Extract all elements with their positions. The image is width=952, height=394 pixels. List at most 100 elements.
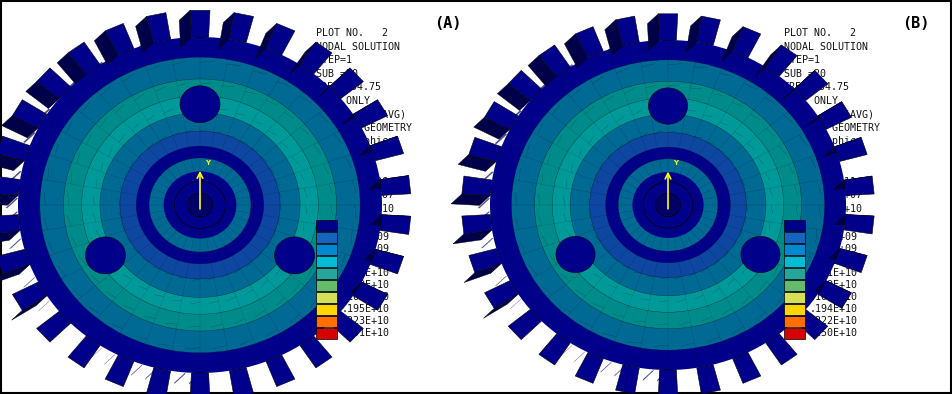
Polygon shape: [489, 146, 502, 156]
Polygon shape: [658, 14, 678, 40]
Polygon shape: [79, 69, 90, 81]
Polygon shape: [160, 37, 170, 49]
Polygon shape: [380, 215, 410, 234]
Text: STEP=1: STEP=1: [316, 55, 352, 65]
Polygon shape: [733, 27, 761, 58]
Bar: [316, 268, 337, 279]
Text: PLOT NO.   2: PLOT NO. 2: [784, 28, 856, 38]
Polygon shape: [835, 214, 874, 226]
Ellipse shape: [180, 86, 220, 123]
Polygon shape: [485, 158, 497, 169]
Bar: [784, 280, 805, 290]
Polygon shape: [147, 13, 170, 43]
Polygon shape: [38, 301, 50, 311]
Polygon shape: [370, 136, 404, 161]
Text: STEP=1: STEP=1: [784, 55, 820, 65]
Polygon shape: [10, 239, 22, 249]
Polygon shape: [614, 43, 625, 55]
Text: UPDATED GEOMETRY: UPDATED GEOMETRY: [784, 123, 880, 132]
Text: .222E+10: .222E+10: [810, 316, 858, 326]
Text: .279E+09: .279E+09: [810, 232, 858, 242]
Polygon shape: [7, 184, 19, 195]
Polygon shape: [502, 122, 514, 132]
Polygon shape: [229, 368, 253, 394]
Ellipse shape: [605, 147, 730, 263]
Polygon shape: [616, 364, 639, 394]
Polygon shape: [6, 198, 18, 208]
Text: REAL ONLY: REAL ONLY: [784, 95, 838, 106]
Polygon shape: [255, 23, 277, 58]
Polygon shape: [795, 310, 828, 340]
Polygon shape: [600, 362, 611, 373]
Text: DMX =.005211: DMX =.005211: [784, 177, 856, 186]
Polygon shape: [11, 296, 47, 320]
Polygon shape: [160, 371, 170, 382]
Ellipse shape: [82, 96, 318, 314]
Bar: [316, 292, 337, 303]
Text: .834E+09: .834E+09: [810, 256, 858, 266]
Polygon shape: [79, 339, 90, 351]
Polygon shape: [539, 334, 570, 365]
Text: .167E+10: .167E+10: [342, 292, 390, 302]
Polygon shape: [586, 52, 598, 63]
Polygon shape: [616, 16, 639, 45]
Bar: [316, 232, 337, 242]
Polygon shape: [0, 194, 18, 205]
Polygon shape: [823, 138, 862, 156]
Polygon shape: [17, 265, 30, 275]
Ellipse shape: [174, 182, 226, 229]
Text: PLOT NO.   2: PLOT NO. 2: [316, 28, 388, 38]
Polygon shape: [68, 78, 79, 89]
Bar: [316, 316, 337, 327]
Polygon shape: [360, 136, 398, 156]
Polygon shape: [47, 98, 59, 109]
Polygon shape: [481, 171, 493, 182]
Text: .279E+09: .279E+09: [342, 232, 390, 242]
Polygon shape: [464, 263, 502, 282]
Text: .251E+10: .251E+10: [342, 328, 390, 338]
Bar: [784, 292, 805, 303]
Bar: [316, 244, 337, 255]
Bar: [784, 268, 805, 279]
Polygon shape: [370, 249, 404, 274]
Polygon shape: [474, 117, 510, 139]
Polygon shape: [833, 176, 872, 190]
Ellipse shape: [511, 60, 824, 350]
Polygon shape: [478, 212, 490, 221]
Polygon shape: [561, 64, 573, 75]
Polygon shape: [289, 42, 316, 74]
Polygon shape: [380, 175, 410, 195]
Polygon shape: [527, 319, 540, 330]
Polygon shape: [643, 39, 654, 50]
Ellipse shape: [552, 98, 783, 312]
Polygon shape: [657, 370, 668, 381]
Bar: [316, 220, 337, 230]
Polygon shape: [6, 212, 18, 222]
Polygon shape: [26, 82, 59, 108]
Text: .120E+07: .120E+07: [342, 220, 390, 230]
Ellipse shape: [178, 185, 222, 225]
Text: EFACET=1: EFACET=1: [784, 149, 832, 160]
Text: .111E+10: .111E+10: [810, 268, 858, 278]
Polygon shape: [481, 238, 493, 248]
Polygon shape: [549, 337, 561, 348]
Polygon shape: [835, 138, 867, 162]
Text: SMN =.106E+07: SMN =.106E+07: [784, 190, 862, 200]
Polygon shape: [485, 102, 518, 129]
Polygon shape: [0, 175, 20, 195]
Text: .167E+10: .167E+10: [810, 292, 858, 302]
Polygon shape: [509, 299, 522, 310]
Ellipse shape: [570, 114, 766, 296]
Text: SMX =.251E+10: SMX =.251E+10: [316, 203, 394, 214]
Polygon shape: [174, 36, 186, 47]
Polygon shape: [12, 282, 47, 310]
Polygon shape: [146, 40, 156, 52]
Text: SMN =.120E+07: SMN =.120E+07: [316, 190, 394, 200]
Polygon shape: [219, 13, 234, 49]
Polygon shape: [601, 47, 611, 58]
Text: Y: Y: [673, 160, 679, 166]
Text: SUB =20: SUB =20: [784, 69, 826, 78]
Polygon shape: [329, 68, 364, 98]
Ellipse shape: [648, 88, 687, 124]
Ellipse shape: [136, 146, 264, 264]
